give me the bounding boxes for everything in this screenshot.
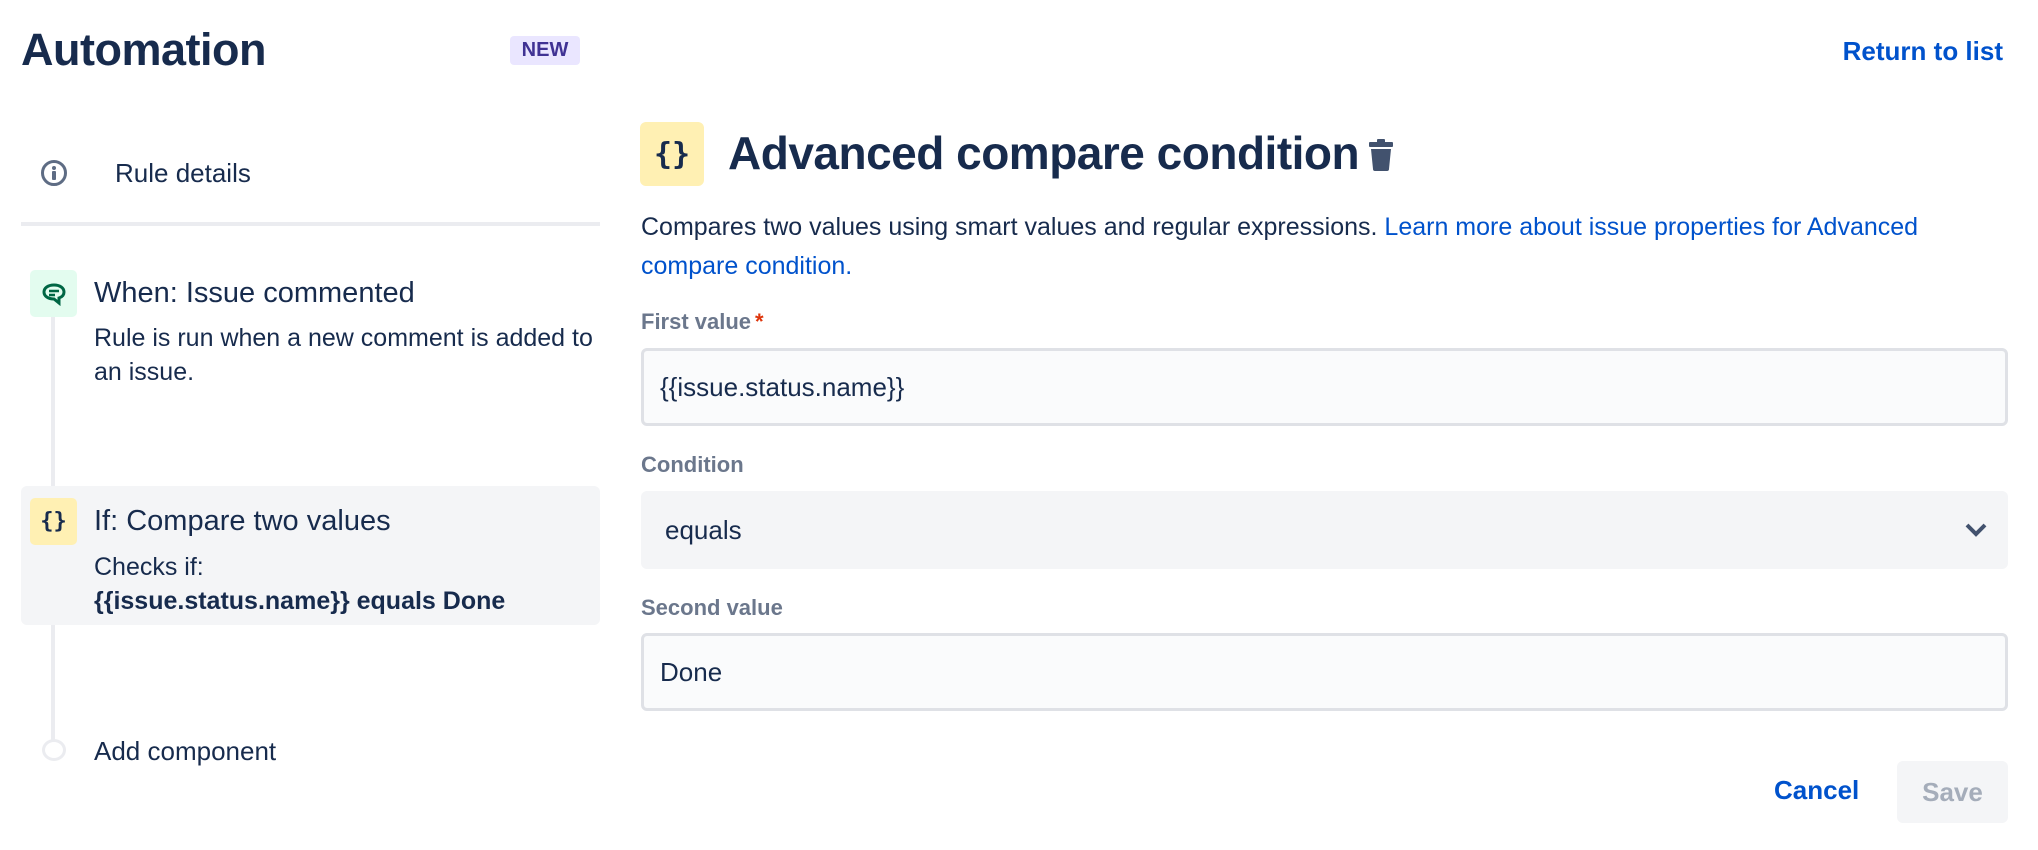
info-icon	[41, 160, 67, 186]
step-description-text: Checks if:	[94, 553, 204, 581]
condition-step[interactable]: {} If: Compare two values Checks if: {{i…	[21, 486, 600, 625]
new-badge: NEW	[510, 36, 580, 65]
component-description: Compares two values using smart values a…	[641, 208, 2011, 286]
first-value-text: {{issue.status.name}}	[660, 371, 905, 402]
circle-icon	[42, 739, 66, 761]
first-value-label: First value *	[641, 309, 764, 335]
second-value-label: Second value	[641, 595, 783, 620]
braces-icon: {}	[30, 498, 77, 545]
step-title: When: Issue commented	[94, 277, 415, 309]
add-component-button[interactable]: Add component	[21, 732, 600, 770]
second-value-text: Done	[660, 656, 723, 687]
condition-value: equals	[665, 514, 742, 545]
step-description: Checks if: {{issue.status.name}} equals …	[94, 550, 594, 618]
return-to-list-link[interactable]: Return to list	[1842, 36, 2003, 66]
braces-icon: {}	[640, 122, 704, 186]
save-button[interactable]: Save	[1897, 761, 2008, 823]
comment-icon	[30, 270, 77, 317]
page-title: Automation	[21, 24, 266, 75]
rule-details-label: Rule details	[115, 157, 251, 188]
step-detail: {{issue.status.name}} equals Done	[94, 587, 506, 615]
required-indicator: *	[755, 309, 764, 334]
first-value-label-text: First value	[641, 309, 752, 334]
chevron-down-icon	[1965, 523, 1987, 537]
rule-details-item[interactable]: Rule details	[21, 150, 600, 196]
divider	[21, 222, 600, 226]
first-value-input[interactable]: {{issue.status.name}}	[641, 348, 2008, 426]
description-text: Compares two values using smart values a…	[641, 213, 1378, 241]
second-value-input[interactable]: Done	[641, 633, 2008, 711]
condition-select[interactable]: equals	[641, 491, 2008, 569]
condition-label: Condition	[641, 452, 744, 477]
trigger-step[interactable]: When: Issue commented Rule is run when a…	[21, 270, 600, 400]
step-title: If: Compare two values	[94, 505, 391, 537]
cancel-button[interactable]: Cancel	[1774, 775, 1860, 805]
component-title: Advanced compare condition	[728, 127, 1360, 179]
step-description: Rule is run when a new comment is added …	[94, 324, 593, 386]
add-component-label: Add component	[94, 736, 277, 766]
trash-icon[interactable]	[1368, 139, 1394, 171]
learn-more-link[interactable]: Learn more about issue properties for Ad…	[641, 213, 1919, 280]
